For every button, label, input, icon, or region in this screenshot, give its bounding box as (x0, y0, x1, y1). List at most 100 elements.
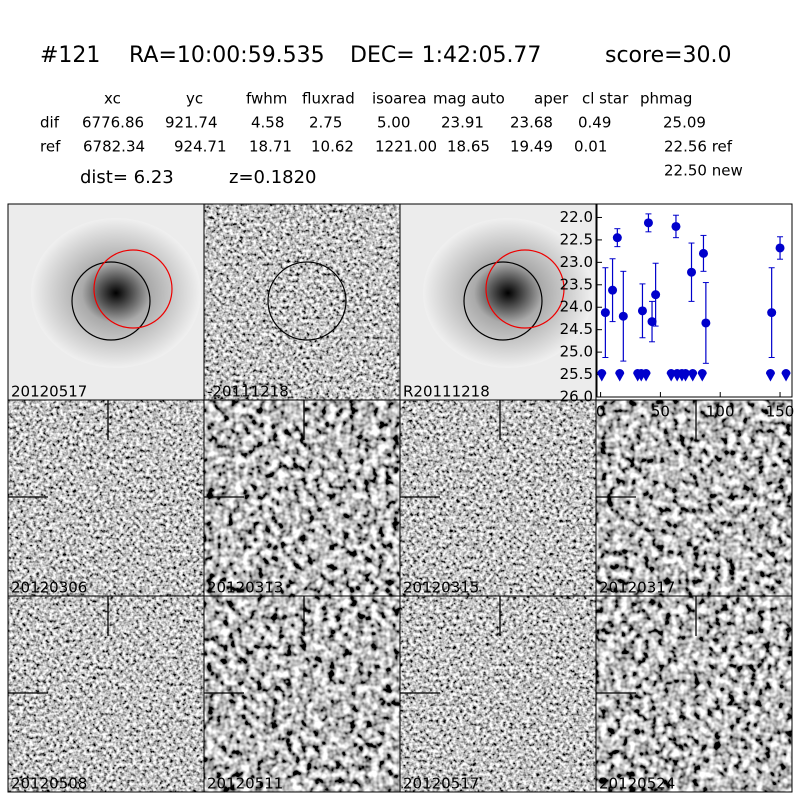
upper-limit (697, 369, 707, 382)
stamp-image (204, 400, 400, 596)
column-header: fwhm (246, 90, 287, 108)
cell: 18.65 (447, 138, 490, 156)
plot-area (596, 203, 793, 398)
point (698, 248, 708, 258)
aperture-ref (71, 261, 151, 341)
upper-limit (615, 369, 625, 382)
y-tick-label: 26.0 (560, 388, 593, 406)
row-label: ref (40, 138, 61, 156)
stamp-label: 20120313 (207, 579, 283, 597)
dist: dist= 6.23 (80, 167, 174, 188)
point (767, 308, 777, 318)
aperture-ref (267, 261, 347, 341)
cell: 23.68 (510, 114, 553, 132)
stamp-label: 20120517 (11, 383, 87, 401)
stamp-label: 20120524 (599, 775, 675, 793)
row-label: dif (40, 114, 60, 132)
cell: 6776.86 (82, 114, 144, 132)
point (775, 243, 785, 253)
column-header: cl star (582, 90, 629, 108)
header: #121 RA=10:00:59.535 DEC= 1:42:05.77 sco… (40, 43, 743, 188)
stamp-image (400, 400, 596, 596)
point (643, 218, 653, 228)
y-tick-label: 24.0 (560, 298, 593, 316)
upper-limit (641, 369, 651, 382)
cell: 6782.34 (83, 138, 145, 156)
column-header: aper (534, 90, 569, 108)
cell: 2.75 (309, 114, 342, 132)
point (671, 221, 681, 231)
column-header: phmag (640, 90, 692, 108)
stamp-frame (595, 595, 793, 793)
y-tick-label: 22.5 (560, 230, 593, 248)
point (647, 317, 657, 327)
point (637, 306, 647, 316)
cell: 0.49 (578, 114, 611, 132)
stamp-image (596, 400, 792, 596)
stamp-label: R20111218 (403, 383, 490, 401)
dec: DEC= 1:42:05.77 (350, 43, 541, 68)
cell: 22.56 ref (664, 138, 733, 156)
upper-limit (765, 369, 775, 382)
point (600, 308, 610, 318)
point (687, 267, 697, 277)
cell: 10.62 (311, 138, 354, 156)
column-header: yc (186, 90, 203, 108)
stamp-image (596, 596, 792, 792)
galaxy (31, 218, 201, 368)
column-header: isoarea (372, 90, 427, 108)
score: score=30.0 (605, 43, 732, 68)
redshift: z=0.1820 (229, 167, 317, 188)
column-header: mag auto (433, 90, 505, 108)
ra: RA=10:00:59.535 (129, 43, 325, 68)
stamp-image (400, 596, 596, 792)
point (701, 318, 711, 328)
aperture-dif (485, 249, 565, 329)
point (651, 290, 661, 300)
column-header: xc (104, 90, 121, 108)
galaxy (423, 218, 593, 368)
point (612, 233, 622, 243)
upper-limit (681, 369, 691, 382)
y-tick-label: 24.5 (560, 320, 593, 338)
stamp-label: 20120511 (207, 775, 283, 793)
stamp-label: 20120517 (403, 775, 479, 793)
x-tick-label: 0 (596, 403, 606, 421)
stamp-image (8, 596, 204, 792)
stamp-label: 20120306 (11, 579, 87, 597)
aperture-dif (93, 249, 173, 329)
cell: 25.09 (663, 114, 706, 132)
cell: 1221.00 (375, 138, 437, 156)
stamp-label: -20111218 (207, 383, 289, 401)
stamp-image (204, 204, 400, 400)
cell: 5.00 (377, 114, 410, 132)
stamp-label: 20120317 (599, 579, 675, 597)
upper-limit (781, 369, 791, 382)
cell: 18.71 (249, 138, 292, 156)
point (618, 311, 628, 321)
cell: 4.58 (251, 114, 284, 132)
y-tick-label: 22.0 (560, 208, 593, 226)
candidate-id: #121 (40, 43, 100, 68)
stamp-image (204, 596, 400, 792)
x-tick-label: 100 (706, 403, 735, 421)
cell: 19.49 (510, 138, 553, 156)
cell: 924.71 (174, 138, 227, 156)
x-tick-label: 50 (651, 403, 670, 421)
upper-limit (688, 369, 698, 382)
cell: 0.01 (574, 138, 607, 156)
y-tick-label: 23.5 (560, 275, 593, 293)
aperture-ref (463, 261, 543, 341)
x-tick-label: 150 (766, 403, 795, 421)
y-tick-label: 25.5 (560, 365, 593, 383)
y-tick-label: 25.0 (560, 343, 593, 361)
point (608, 285, 618, 295)
phmag-new: 22.50 new (664, 162, 743, 180)
stamp-label: 20120315 (403, 579, 479, 597)
stamp-image (8, 400, 204, 596)
column-header: fluxrad (302, 90, 355, 108)
cell: 23.91 (441, 114, 484, 132)
stamp-label: 20120508 (11, 775, 87, 793)
upper-limit (597, 369, 607, 382)
